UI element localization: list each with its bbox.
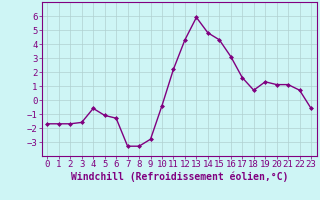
X-axis label: Windchill (Refroidissement éolien,°C): Windchill (Refroidissement éolien,°C) xyxy=(70,172,288,182)
